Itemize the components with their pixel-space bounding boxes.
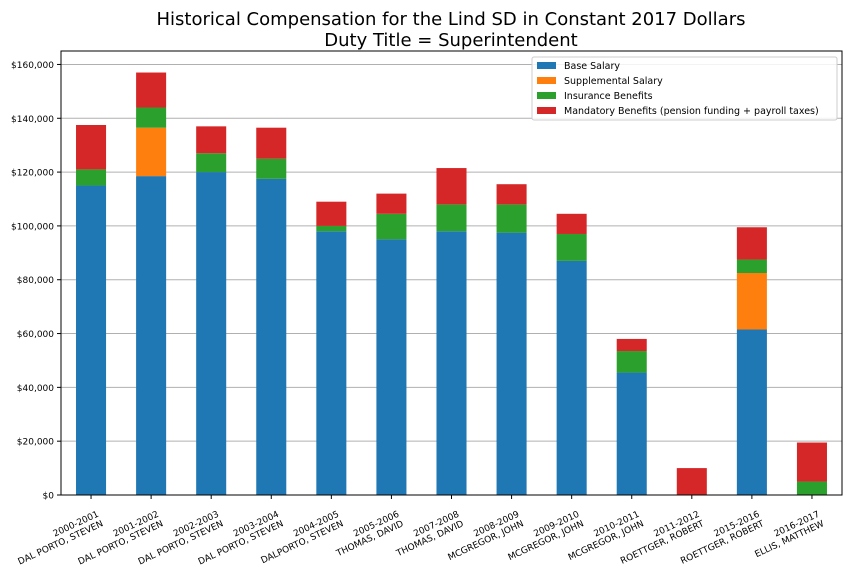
y-tick-label: $140,000 xyxy=(11,115,54,125)
y-tick-label: $120,000 xyxy=(11,169,54,179)
x-tick-label: 2005-2006THOMAS, DAVID xyxy=(330,510,406,560)
bar-segment-mandatory-benefits-pension-funding-payroll-taxes xyxy=(76,125,107,170)
bar-segment-mandatory-benefits-pension-funding-payroll-taxes xyxy=(136,72,167,108)
y-tick-label: $100,000 xyxy=(11,222,54,232)
legend-label: Base Salary xyxy=(564,61,620,72)
bar-segment-insurance-benefits xyxy=(376,213,407,240)
bar-segment-supplemental-salary xyxy=(136,127,167,177)
legend-label: Mandatory Benefits (pension funding + pa… xyxy=(564,106,819,117)
chart-subtitle: Duty Title = Superintendent xyxy=(324,30,577,51)
y-tick-label: $0 xyxy=(43,492,55,502)
y-tick-label: $80,000 xyxy=(17,276,54,286)
legend-swatch xyxy=(537,62,556,69)
legend-swatch xyxy=(537,92,556,99)
legend-box xyxy=(531,56,838,121)
bar-segment-mandatory-benefits-pension-funding-payroll-taxes xyxy=(316,201,347,226)
chart-title: Historical Compensation for the Lind SD … xyxy=(157,9,746,30)
bar-segment-insurance-benefits xyxy=(196,153,227,173)
bar-segment-mandatory-benefits-pension-funding-payroll-taxes xyxy=(256,127,287,159)
bar-segment-mandatory-benefits-pension-funding-payroll-taxes xyxy=(556,213,587,234)
bar-segment-insurance-benefits xyxy=(736,259,767,273)
bar-segment-mandatory-benefits-pension-funding-payroll-taxes xyxy=(736,227,767,260)
legend-swatch xyxy=(537,107,556,114)
y-tick-label: $60,000 xyxy=(17,330,54,340)
legend-swatch xyxy=(537,77,556,84)
bar-segment-mandatory-benefits-pension-funding-payroll-taxes xyxy=(196,126,227,154)
legend-label: Supplemental Salary xyxy=(564,76,663,87)
x-axis: 2000-2001DAL PORTO, STEVEN 2001-2002DAL P… xyxy=(17,495,826,567)
bar-segment-mandatory-benefits-pension-funding-payroll-taxes xyxy=(616,338,647,352)
bar-segment-insurance-benefits xyxy=(316,225,347,232)
bar-segment-mandatory-benefits-pension-funding-payroll-taxes xyxy=(496,184,527,205)
bar-segment-insurance-benefits xyxy=(796,481,827,495)
bar-segment-base-salary xyxy=(376,239,407,495)
y-axis: $0 $20,000 $40,000 $60,000 $80,000 $100,000 $1… xyxy=(11,61,61,502)
bar-segment-base-salary xyxy=(316,231,347,496)
bar-segment-base-salary xyxy=(76,185,107,495)
bar-segment-base-salary xyxy=(736,329,767,495)
bar-segment-mandatory-benefits-pension-funding-payroll-taxes xyxy=(676,468,707,495)
bar-segment-base-salary xyxy=(616,372,647,495)
bar-segment-insurance-benefits xyxy=(496,204,527,233)
bar-segment-mandatory-benefits-pension-funding-payroll-taxes xyxy=(796,442,827,482)
bar-segment-insurance-benefits xyxy=(256,158,287,179)
y-tick-label: $40,000 xyxy=(17,384,54,394)
bars xyxy=(76,72,827,496)
bar-segment-base-salary xyxy=(256,178,287,495)
bar-segment-base-salary xyxy=(436,231,467,496)
bar-segment-insurance-benefits xyxy=(556,233,587,261)
bar-segment-insurance-benefits xyxy=(136,107,167,128)
y-tick-label: $20,000 xyxy=(17,438,54,448)
legend-label: Insurance Benefits xyxy=(564,91,653,102)
bar-segment-mandatory-benefits-pension-funding-payroll-taxes xyxy=(376,193,407,214)
bar-segment-base-salary xyxy=(556,260,587,495)
bar-segment-base-salary xyxy=(496,232,527,496)
bar-segment-insurance-benefits xyxy=(436,204,467,232)
legend: Base Salary Supplemental Salary Insurance … xyxy=(531,56,838,121)
bar-segment-insurance-benefits xyxy=(76,169,107,186)
bar-segment-supplemental-salary xyxy=(736,273,767,330)
y-tick-label: $160,000 xyxy=(11,61,54,71)
bar-segment-mandatory-benefits-pension-funding-payroll-taxes xyxy=(436,168,467,205)
bar-segment-insurance-benefits xyxy=(616,351,647,373)
bar-segment-base-salary xyxy=(136,176,167,496)
bar-segment-base-salary xyxy=(196,172,227,495)
